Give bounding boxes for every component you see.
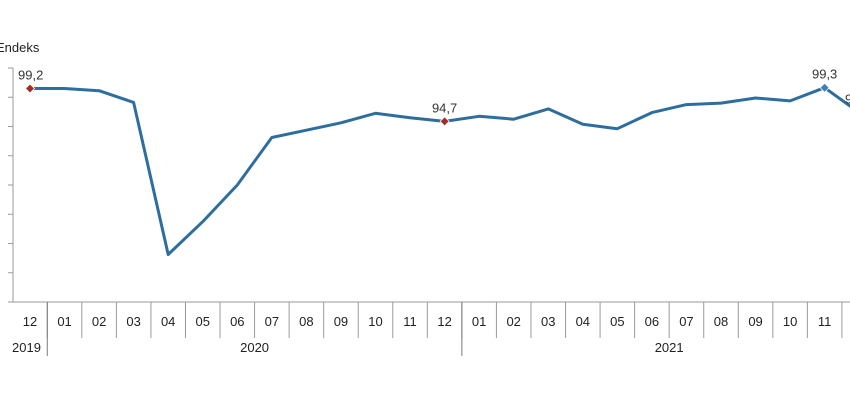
x-tick-label: 09 [334, 314, 348, 329]
x-tick-label: 09 [748, 314, 762, 329]
x-tick-label: 04 [161, 314, 175, 329]
y-axis-label: Endeks [0, 40, 40, 55]
x-tick-label: 07 [265, 314, 279, 329]
x-tick-label: 03 [541, 314, 555, 329]
x-tick-labels: 12 01 02 03 04 05 06 07 08 09 10 11 12 01 02 03 04 05 06 07… [23, 314, 832, 329]
year-label: 2019 [12, 340, 41, 355]
data-label: 94,7 [432, 100, 457, 115]
x-tick-label: 05 [610, 314, 624, 329]
x-tick-label: 11 [403, 314, 417, 329]
x-tick-label: 10 [368, 314, 382, 329]
data-label: 9 [845, 92, 850, 107]
x-tick-label: 10 [783, 314, 797, 329]
year-labels: 2019 2020 2021 [12, 302, 684, 356]
data-point-markers [24, 82, 830, 127]
data-label: 99,2 [18, 67, 43, 82]
x-tick-label: 12 [23, 314, 37, 329]
x-tick-label: 08 [299, 314, 313, 329]
x-tick-label: 07 [679, 314, 693, 329]
data-point-marker [439, 116, 450, 127]
data-labels: 99,2 94,7 99,3 9 [18, 67, 850, 116]
x-tick-label: 06 [230, 314, 244, 329]
x-tick-label: 06 [645, 314, 659, 329]
x-tick-label: 05 [196, 314, 210, 329]
year-label: 2020 [240, 340, 269, 355]
data-point-marker [24, 83, 36, 94]
x-tick-label: 08 [714, 314, 728, 329]
x-tick-label: 12 [437, 314, 451, 329]
x-tick-label: 02 [506, 314, 520, 329]
x-tick-label: 04 [576, 314, 590, 329]
x-tick-label: 11 [818, 314, 832, 329]
x-tick-label: 01 [57, 314, 71, 329]
y-ticks [8, 67, 13, 303]
data-label: 99,3 [812, 67, 837, 82]
x-tick-label: 01 [472, 314, 486, 329]
x-tick-label: 02 [92, 314, 106, 329]
x-tick-label: 03 [126, 314, 140, 329]
year-label: 2021 [655, 340, 684, 355]
data-point-marker [819, 82, 830, 93]
